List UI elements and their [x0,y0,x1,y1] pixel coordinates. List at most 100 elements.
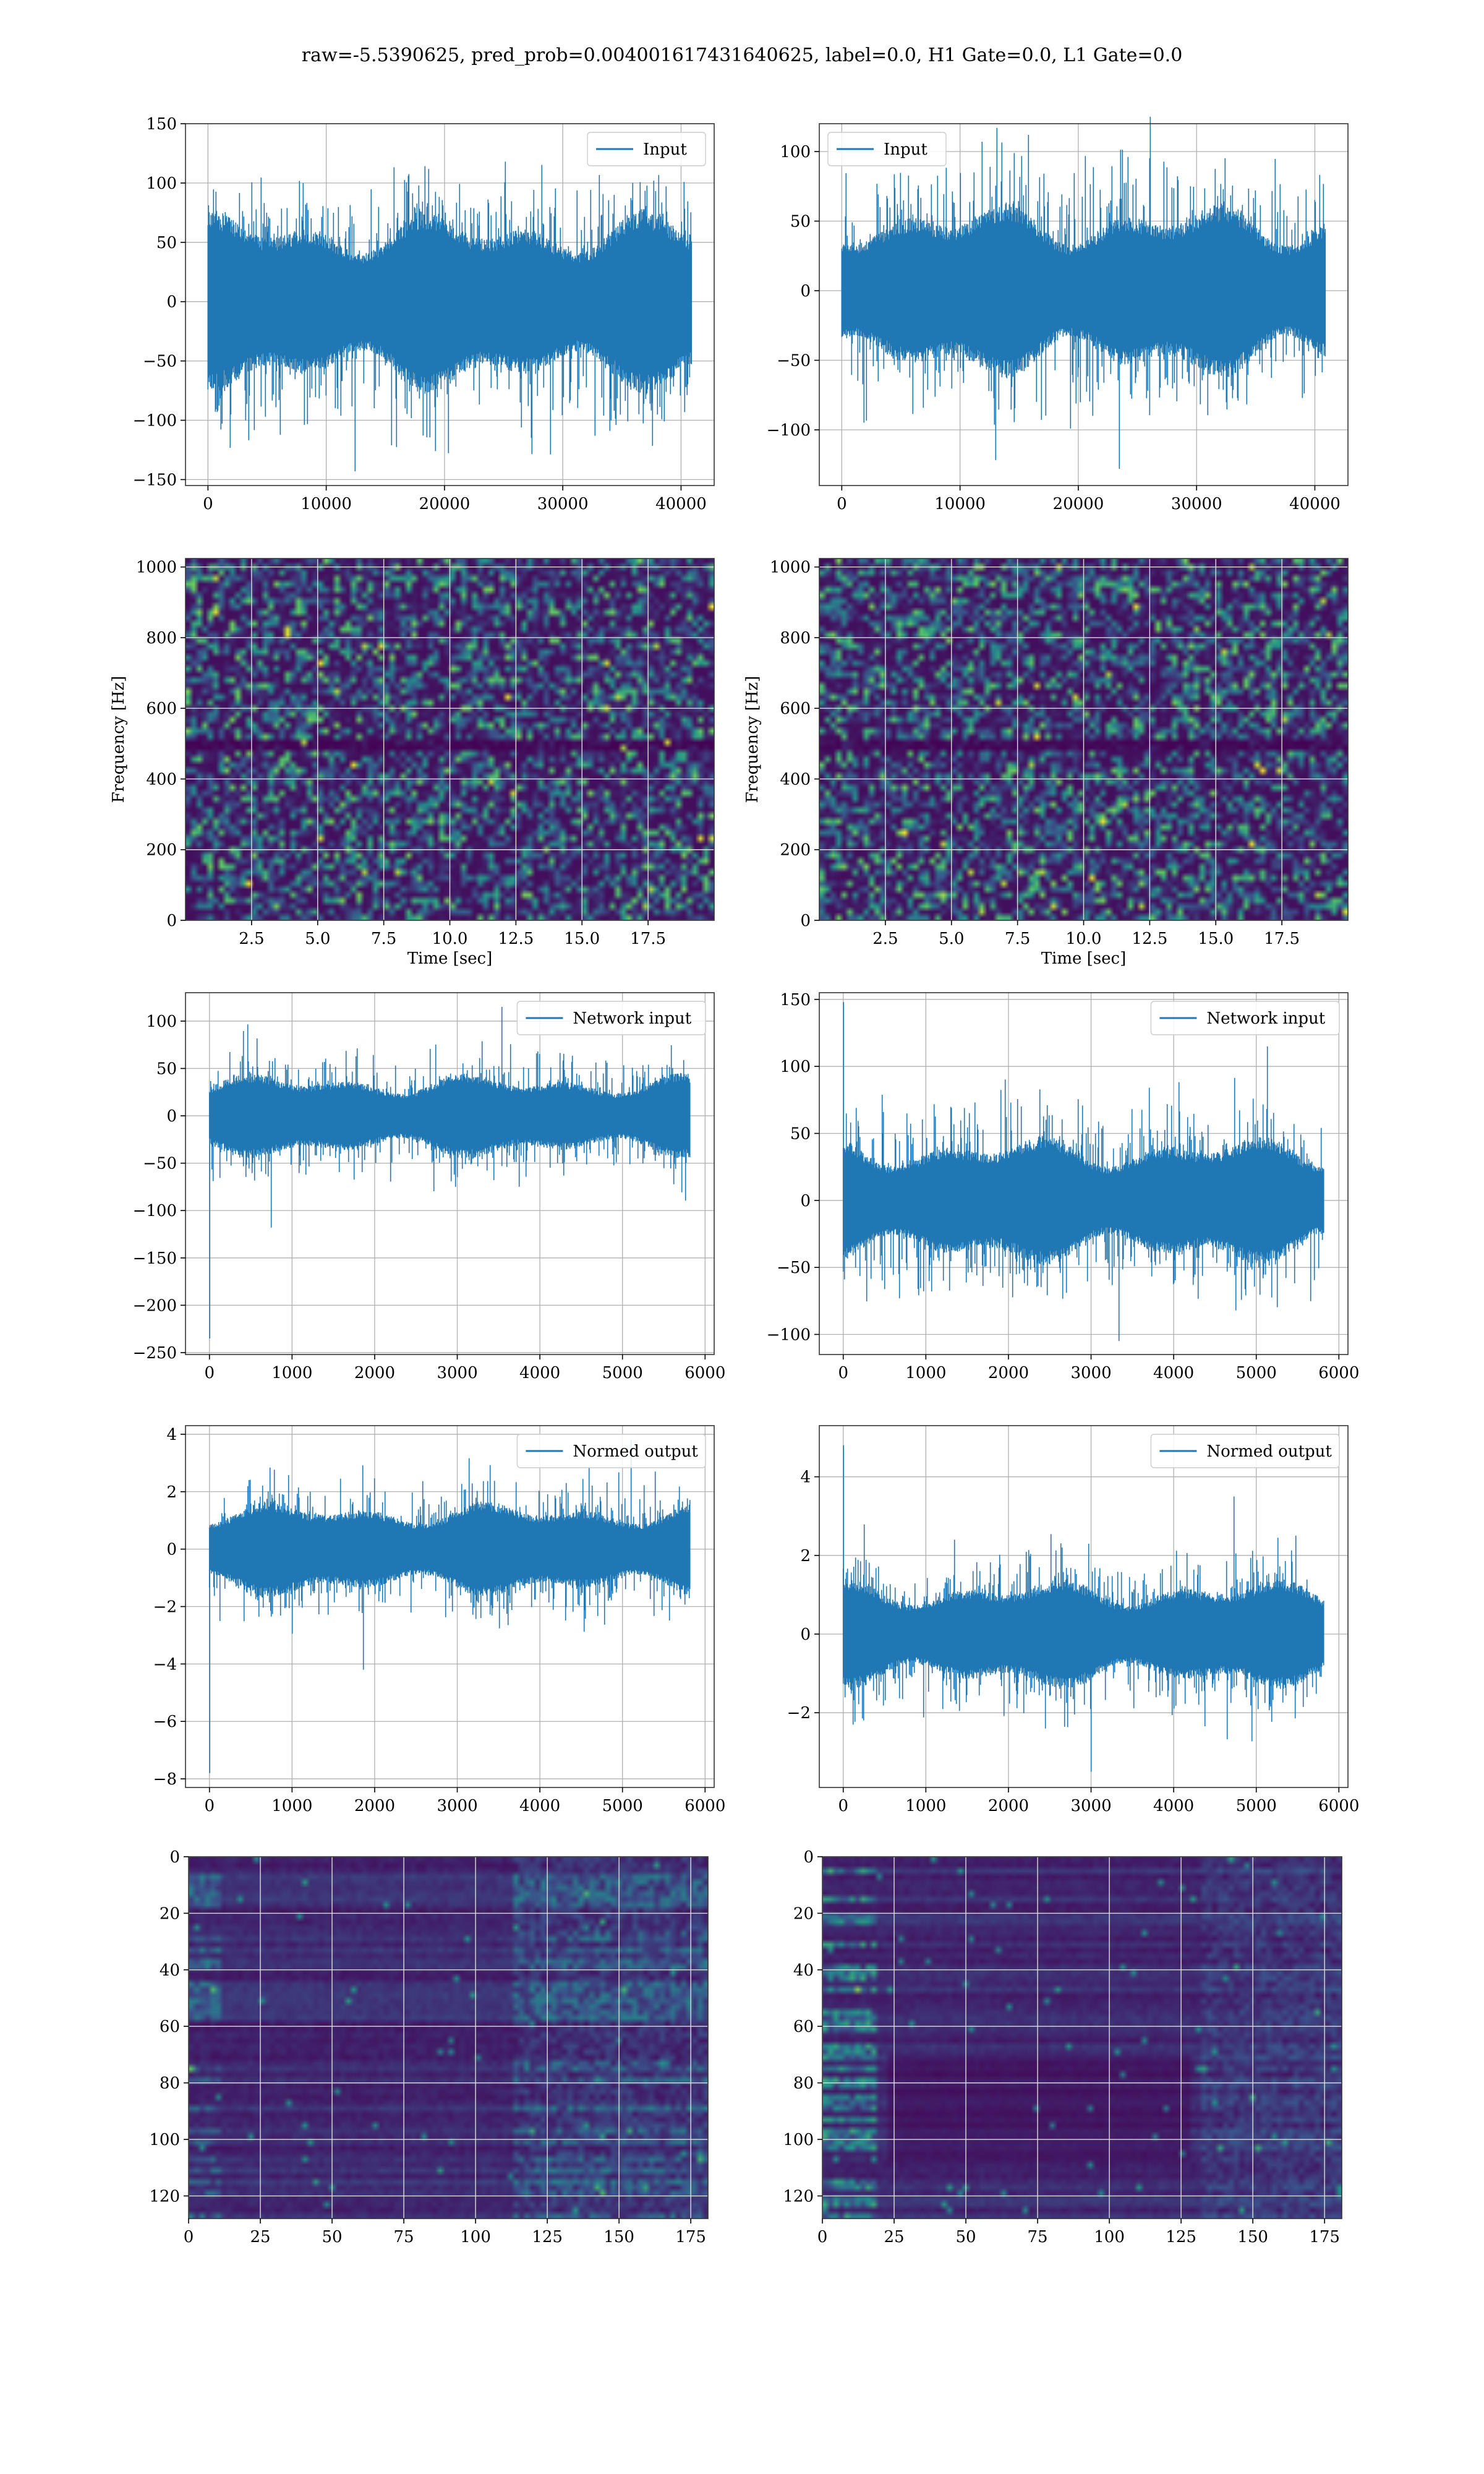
spec_left-ytick-label: 800 [146,629,177,648]
ts_net_right-frame [819,992,1349,1355]
ts_net_left-xtick-label: 6000 [684,1364,725,1382]
ts_input_right-xtick-label: 40000 [1289,495,1341,513]
ts_net_left-series-core [209,1085,690,1147]
spec_left-xlabel: Time [sec] [407,949,493,968]
ts_norm_right-series-core [843,1594,1324,1674]
ts_norm_right: 0 1000 2000 3000 4000 5000 6000 −2 0 2 4 Normed out… [787,1425,1359,1815]
ts_input_right-ytick-label: 0 [800,282,811,301]
ts_norm_right-xtick-label: 5000 [1236,1797,1277,1815]
ts_norm_left-xtick-label: 0 [204,1797,215,1815]
ts_norm_left-xtick-label: 5000 [602,1797,643,1815]
spec_right-ytick-label: 800 [780,629,811,648]
map_left-xtick-label: 75 [394,2228,414,2246]
figure-suptitle: raw=-5.5390625, pred_prob=0.004001617431… [301,45,1183,66]
ts_net_left-ytick-label: −150 [133,1249,177,1268]
ts_net_right-legend-label: Network input [1206,1009,1325,1028]
ts_norm_left-ytick-label: −6 [153,1713,177,1731]
ts_norm_left-ytick-label: −2 [153,1598,177,1617]
ts_net_right-ytick-label: −50 [777,1259,811,1277]
ts_net_right-ytick-label: −100 [767,1326,811,1345]
ts_norm_left-legend-box [516,1434,706,1468]
spec_left-xtick-label: 17.5 [630,930,666,948]
ts_norm_right-xtick-label: 1000 [905,1797,946,1815]
map_left-ytick-label: 80 [160,2074,180,2093]
map_right: 0 25 50 75 100 125 150 175 0 20 40 60 80 100 120 [783,1848,1342,2246]
map_left-xtick-label: 50 [322,2228,342,2246]
ts_norm_left: 0 1000 2000 3000 4000 5000 6000 −8 −6 −4 −2 0 2 4 Norm… [153,1425,725,1815]
spec_right-xtick-label: 17.5 [1264,930,1300,948]
map_right-xtick-label: 175 [1309,2228,1340,2246]
spec_right-xtick-label: 12.5 [1132,930,1167,948]
spec_left-xtick-label: 5.0 [305,930,330,948]
ts_net_left-xtick-label: 4000 [519,1364,560,1382]
map_left-heatmap-image [189,1857,708,2219]
map_left-xtick-label: 125 [532,2228,563,2246]
map_left-ytick-label: 40 [160,1961,180,1980]
spec_right-xtick-label: 5.0 [939,930,964,948]
ts_input_left-xtick-label: 30000 [537,495,589,513]
ts_norm_right-frame [819,1425,1349,1788]
spec_right-xlabel: Time [sec] [1041,949,1127,968]
ts_input_left: 0 10000 20000 30000 40000 −150 −100 −50 0 50 100 15… [133,115,715,513]
map_right-ytick-label: 100 [783,2131,814,2149]
ts_input_right-ytick-label: −50 [777,352,811,370]
ts_net_right-xtick-label: 2000 [988,1364,1029,1382]
ts_net_right-xtick-label: 1000 [905,1364,946,1382]
spec_left: 2.5 5.0 7.5 10.0 12.5 15.0 17.5 0 200 400 600 800 10… [109,558,715,968]
map_right-ytick-label: 60 [793,2018,814,2036]
ts_norm_right-xtick-label: 2000 [988,1797,1029,1815]
ts_input_right-xtick-label: 20000 [1053,495,1104,513]
spec_right: 2.5 5.0 7.5 10.0 12.5 15.0 17.5 0 200 400 600 800 10… [743,558,1349,968]
spec_right-xtick-label: 10.0 [1066,930,1102,948]
ts_input_left-legend-label: Input [643,140,687,159]
map_right-xtick-label: 150 [1237,2228,1268,2246]
ts_input_right-series-core [842,228,1326,354]
ts_input_left-series-core [208,235,692,368]
map_right-xtick-label: 125 [1166,2228,1196,2246]
spec_left-ytick-label: 600 [146,700,177,718]
ts_norm_right-legend-label: Normed output [1206,1442,1332,1461]
ts_input_right-legend-box [827,132,947,166]
map_left-xtick-label: 175 [675,2228,706,2246]
map_right-ytick-label: 40 [793,1961,814,1980]
ts_net_left-xtick-label: 2000 [354,1364,395,1382]
ts_input_left-legend-box [587,132,706,166]
ts_net_left-xtick-label: 3000 [437,1364,477,1382]
ts_norm_right-xtick-label: 6000 [1318,1797,1359,1815]
ts_norm_right-xtick-label: 0 [838,1797,848,1815]
ts_input_left-frame [185,123,715,486]
ts_net_left-legend-label: Network input [573,1009,691,1028]
map_left: 0 25 50 75 100 125 150 175 0 20 40 60 80 100 120 [149,1848,709,2246]
ts_net_left-ytick-label: 100 [146,1012,177,1031]
ts_net_left-xtick-label: 5000 [602,1364,643,1382]
ts_net_right-xtick-label: 3000 [1070,1364,1111,1382]
ts_net_right-ytick-label: 100 [780,1058,811,1076]
ts_net_right-series-core [843,1154,1324,1247]
map_left-ytick-label: 100 [149,2131,180,2149]
ts_net_left-ytick-label: 0 [166,1107,177,1126]
map_right-ytick-label: 20 [793,1904,814,1923]
ts_norm_right-ytick-label: 2 [800,1547,811,1565]
ts_input_left-ytick-label: 150 [146,115,177,134]
spec_left-xtick-label: 10.0 [432,930,468,948]
ts_input_right-frame [819,123,1349,486]
ts_net_left-ytick-label: 50 [156,1060,177,1079]
spec_left-ytick-label: 1000 [136,559,177,577]
spec_right-ytick-label: 200 [780,841,811,860]
ts_net_left-frame [185,992,715,1355]
ts_norm_right-xtick-label: 4000 [1153,1797,1194,1815]
spec_right-xtick-label: 15.0 [1198,930,1234,948]
spec_left-ytick-label: 200 [146,841,177,860]
map_left-xtick-label: 0 [184,2228,194,2246]
ts_net_right-ytick-label: 0 [800,1192,811,1210]
ts_norm_left-xtick-label: 2000 [354,1797,395,1815]
map_right-ytick-label: 0 [803,1848,814,1867]
ts_norm_left-xtick-label: 4000 [519,1797,560,1815]
map_right-xtick-label: 100 [1094,2228,1125,2246]
ts_norm_right-ytick-label: 4 [800,1468,811,1487]
ts_input_left-ytick-label: 100 [146,174,177,193]
ts_net_right-xtick-label: 4000 [1153,1364,1194,1382]
ts_net_right-xtick-label: 6000 [1318,1364,1359,1382]
map_left-frame [188,1856,709,2219]
